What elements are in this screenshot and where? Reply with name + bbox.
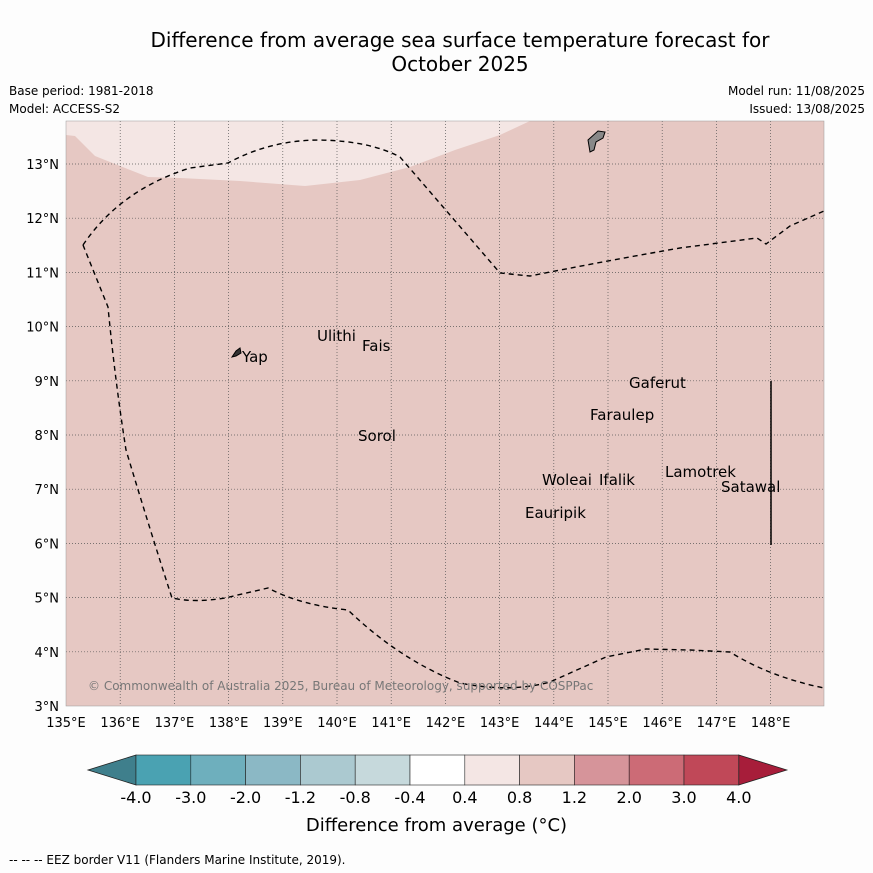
title-line-2: October 2025 (391, 52, 529, 76)
colorbar-tick-label: -2.0 (229, 788, 262, 807)
lat-tick-label: 3°N (35, 700, 60, 715)
lat-tick-label: 13°N (26, 158, 59, 173)
place-ifalik: Ifalik (599, 471, 635, 489)
colorbar-segment (574, 754, 630, 786)
colorbar (86, 754, 789, 786)
colorbar-segment (464, 754, 520, 786)
place-faraulep: Faraulep (590, 406, 654, 424)
lat-tick-label: 5°N (35, 592, 60, 607)
colorbar-segment (409, 754, 466, 786)
lat-tick-label: 12°N (26, 212, 59, 227)
model-run: Model run: 11/08/2025 (727, 84, 865, 98)
lon-tick-label: 147°E (697, 716, 737, 731)
lon-tick-label: 143°E (480, 716, 520, 731)
colorbar-title: Difference from average (°C) (305, 815, 568, 836)
colorbar-tick-label: 0.8 (506, 788, 533, 807)
lat-tick-label: 11°N (26, 266, 59, 281)
place-satawal: Satawal (721, 478, 780, 496)
sst-anomaly-fill (66, 121, 824, 706)
copyright-notice: © Commonwealth of Australia 2025, Bureau… (88, 679, 593, 693)
eez-footnote: -- -- -- EEZ border V11 (Flanders Marine… (9, 853, 346, 867)
lon-tick-label: 144°E (534, 716, 574, 731)
place-gaferut: Gaferut (629, 374, 686, 392)
place-ulithi: Ulithi (317, 327, 356, 345)
colorbar-segment (628, 754, 685, 786)
place-yap: Yap (241, 348, 268, 366)
lat-tick-label: 4°N (35, 646, 60, 661)
colorbar-segment (354, 754, 411, 786)
lat-tick-labels: 3°N 4°N 5°N 6°N 7°N 8°N 9°N 10°N 11°N 12°N 13°N (26, 158, 59, 715)
lat-tick-label: 7°N (35, 483, 60, 498)
lon-tick-label: 139°E (263, 716, 303, 731)
sst-anomaly-light-band (66, 121, 530, 186)
eez-border (82, 139, 825, 277)
colorbar-segment (190, 754, 246, 786)
colorbar-tick-label: -4.0 (120, 788, 152, 807)
place-lamotrek: Lamotrek (665, 463, 736, 481)
colorbar-segment (245, 754, 301, 786)
place-eauripik: Eauripik (525, 504, 586, 522)
lon-tick-label: 141°E (371, 716, 411, 731)
lat-tick-label: 8°N (35, 429, 60, 444)
lon-tick-label: 146°E (642, 716, 682, 731)
colorbar-tick-label: 0.4 (452, 788, 478, 807)
lon-tick-label: 145°E (588, 716, 628, 731)
colorbar-segment (519, 754, 575, 786)
meta-right: Model run: 11/08/2025 Issued: 13/08/2025 (728, 82, 865, 118)
map-title: Difference from average sea surface temp… (60, 28, 860, 76)
title-line-1: Difference from average sea surface temp… (150, 28, 770, 52)
lon-tick-label: 148°E (751, 716, 791, 731)
eez-border-west (82, 244, 825, 689)
colorbar-tick-label: -0.8 (339, 788, 371, 807)
colorbar-tick-label: 2.0 (616, 788, 642, 807)
yap-island (230, 347, 242, 358)
place-fais: Fais (362, 337, 391, 355)
colorbar-segment (683, 754, 740, 786)
colorbar-tick-label: 4.0 (726, 788, 752, 807)
lat-tick-label: 10°N (26, 321, 59, 336)
colorbar-tick-label: -1.2 (284, 788, 316, 807)
base-period: Base period: 1981-2018 (9, 84, 154, 98)
colorbar-segment (135, 754, 192, 786)
lon-tick-label: 135°E (46, 716, 86, 731)
lon-tick-labels: 135°E 136°E 137°E 138°E 139°E 140°E 141°E 142°E… (46, 716, 790, 731)
lon-tick-label: 138°E (209, 716, 249, 731)
map-frame (65, 120, 825, 707)
colorbar-min-arrow (86, 754, 137, 786)
lon-tick-label: 142°E (426, 716, 466, 731)
colorbar-tick-label: -3.0 (175, 788, 207, 807)
lon-tick-label: 137°E (155, 716, 195, 731)
lat-tick-label: 6°N (35, 537, 60, 552)
place-sorol: Sorol (358, 427, 396, 445)
colorbar-segment (300, 754, 356, 786)
lon-tick-label: 136°E (100, 716, 140, 731)
place-woleai: Woleai (542, 471, 592, 489)
meta-left: Base period: 1981-2018 Model: ACCESS-S2 (9, 82, 154, 118)
guam-island (587, 130, 606, 153)
model-name: Model: ACCESS-S2 (9, 102, 121, 116)
colorbar-tick-label: 3.0 (671, 788, 697, 807)
colorbar-max-arrow (738, 754, 789, 786)
lat-tick-label: 9°N (35, 375, 60, 390)
graticule (66, 121, 824, 706)
colorbar-tick-label: -0.4 (394, 788, 426, 807)
colorbar-tick-label: 1.2 (561, 788, 588, 807)
issued-date: Issued: 13/08/2025 (749, 102, 865, 116)
lon-tick-label: 140°E (317, 716, 357, 731)
